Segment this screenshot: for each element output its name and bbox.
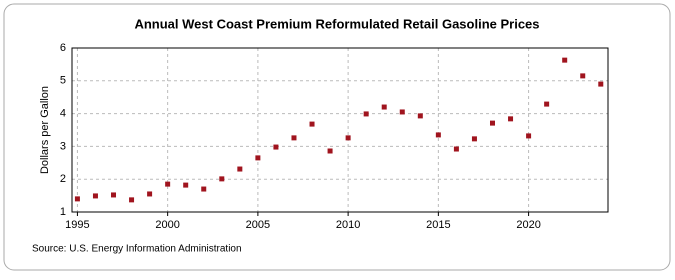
point	[345, 135, 351, 141]
y-tick-label: 1	[60, 206, 66, 218]
point	[435, 132, 441, 138]
x-tick-label: 1995	[65, 219, 89, 231]
point	[417, 113, 423, 119]
x-tick-label: 2015	[426, 219, 450, 231]
point	[327, 148, 333, 154]
y-tick-label: 3	[60, 140, 66, 152]
x-tick-label: 2000	[155, 219, 179, 231]
y-tick-label: 4	[60, 108, 66, 120]
point	[562, 57, 568, 63]
y-tick-label: 5	[60, 75, 66, 87]
point	[183, 182, 189, 188]
point	[363, 111, 369, 117]
y-tick-label: 6	[60, 42, 66, 54]
point	[399, 109, 405, 115]
x-tick-label: 2005	[246, 219, 270, 231]
point	[129, 197, 135, 203]
y-axis-label: Dollars per Gallon	[39, 86, 51, 174]
source: Source: U.S. Energy Information Administ…	[32, 244, 242, 255]
point	[92, 193, 98, 199]
point	[309, 121, 315, 127]
point	[544, 101, 550, 107]
point	[165, 181, 171, 187]
point	[471, 136, 477, 142]
point	[381, 104, 387, 110]
chart-title: Annual West Coast Premium Reformulated R…	[134, 16, 539, 31]
point	[219, 176, 225, 182]
point	[111, 192, 117, 198]
point	[237, 166, 243, 172]
point	[453, 146, 459, 152]
point	[201, 186, 207, 192]
point	[147, 191, 153, 197]
x-tick-label: 2020	[516, 219, 540, 231]
point	[255, 155, 261, 161]
point	[273, 144, 279, 150]
point	[580, 73, 586, 79]
x-tick-label: 2010	[336, 219, 360, 231]
frame	[3, 3, 671, 271]
point	[74, 196, 80, 202]
point	[508, 116, 514, 122]
plot-border	[71, 47, 609, 213]
point	[489, 120, 495, 126]
point	[598, 81, 604, 87]
point	[526, 133, 532, 139]
point	[291, 135, 297, 141]
y-tick-label: 2	[60, 173, 66, 185]
